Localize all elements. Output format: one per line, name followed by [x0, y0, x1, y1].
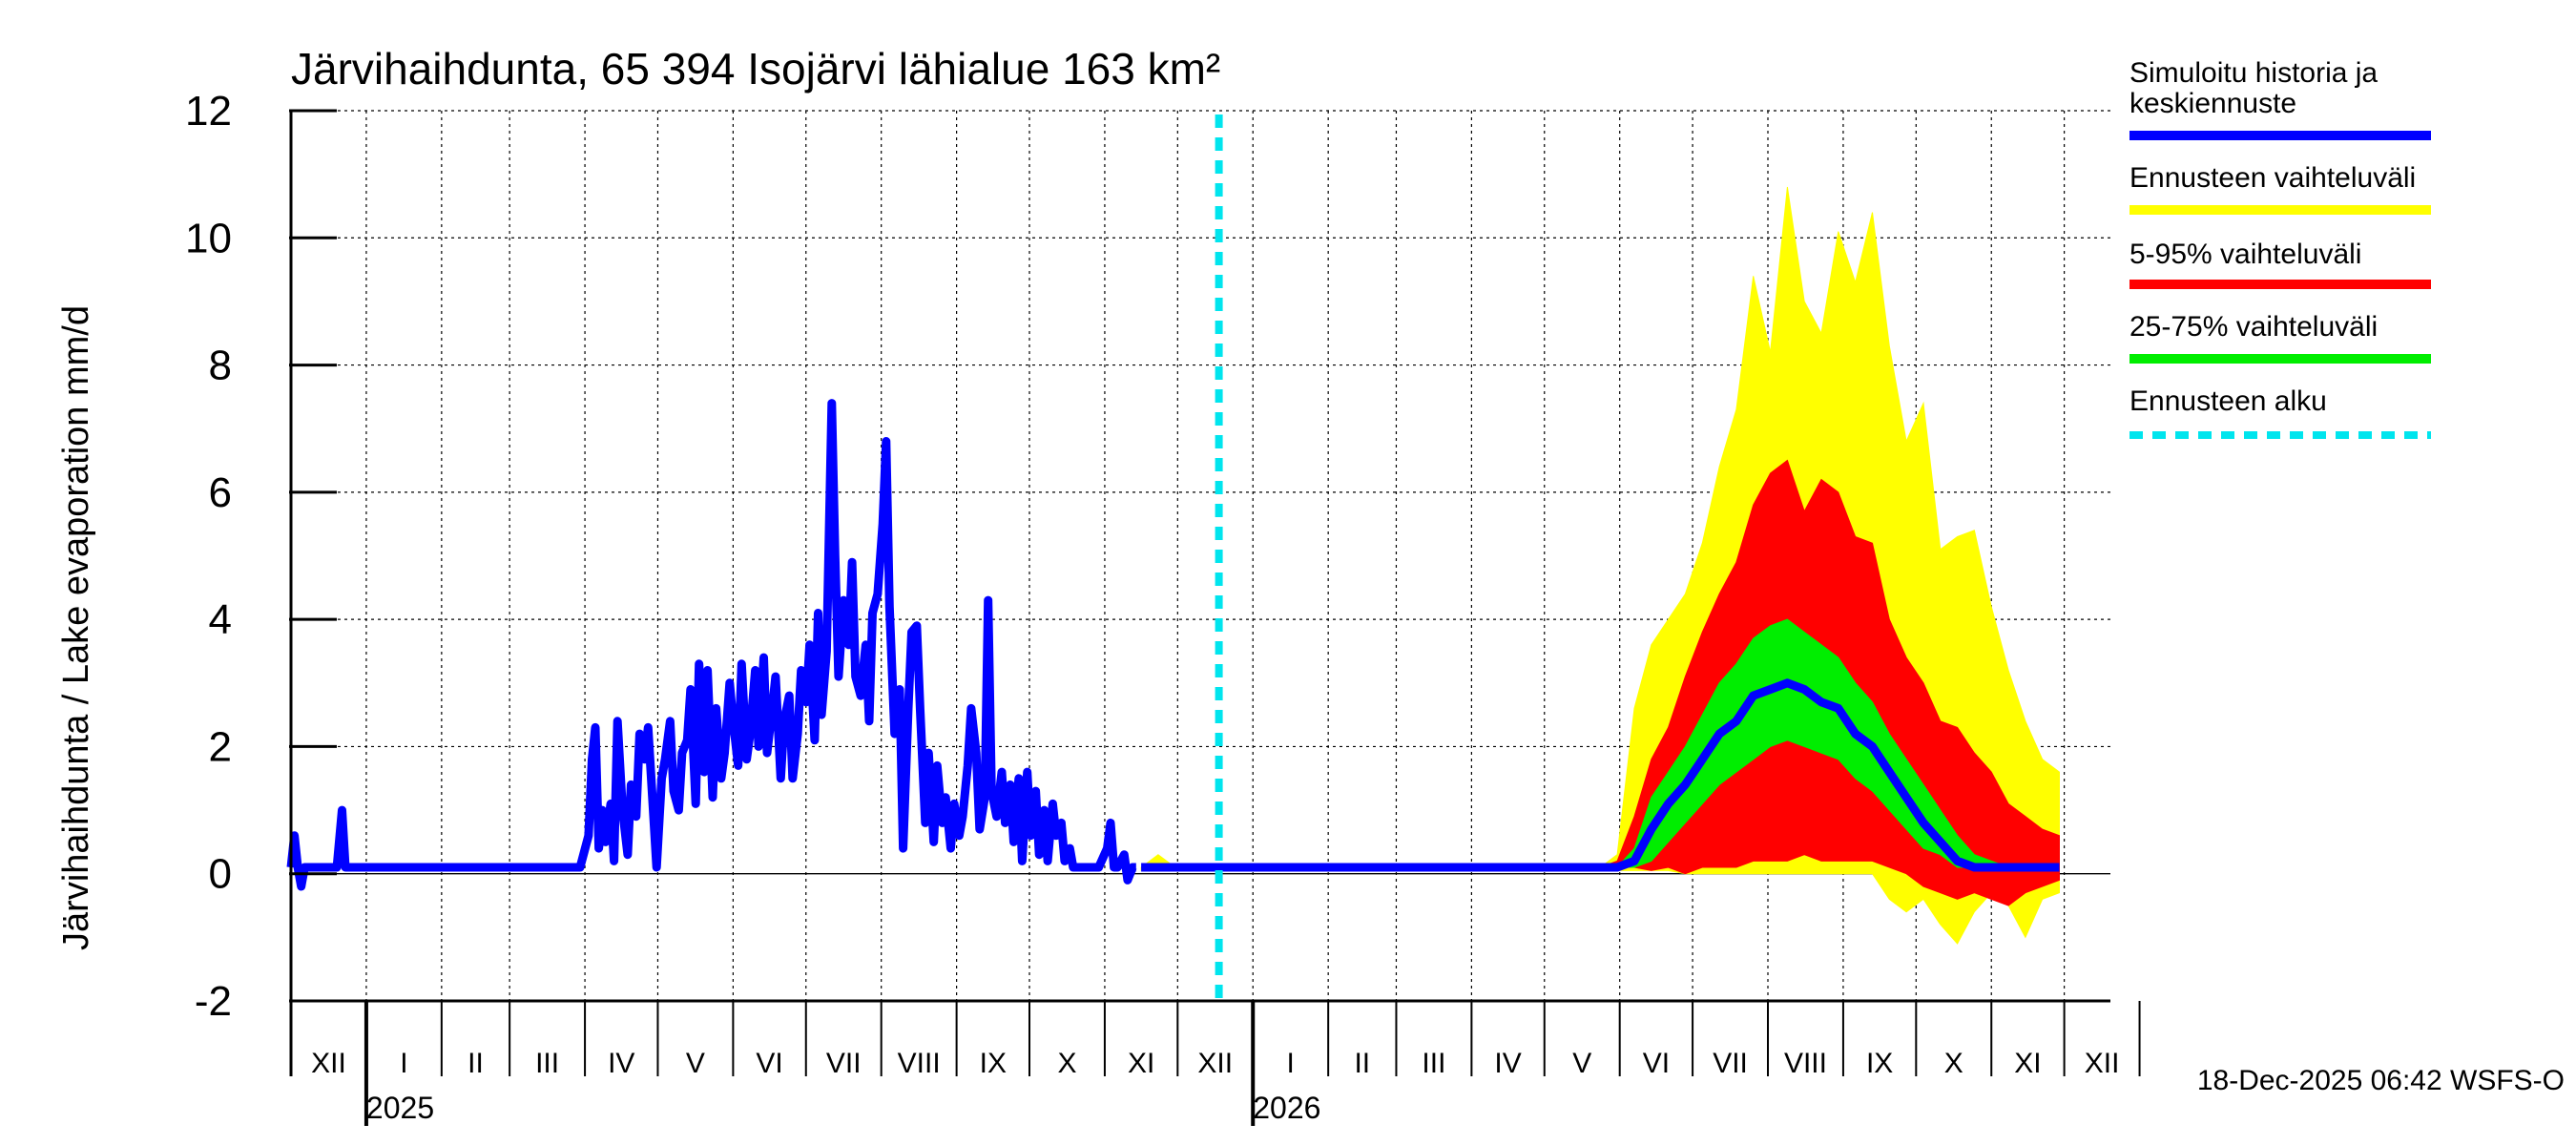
y-tick-label-1: 0: [209, 851, 232, 898]
y-tick-label-3: 4: [209, 596, 232, 643]
x-tick-label-2: II: [467, 1048, 484, 1079]
legend-label-range: Ennusteen vaihteluväli: [2129, 162, 2416, 194]
x-tick-label-21: IX: [1866, 1048, 1893, 1079]
x-tick-label-18: VI: [1643, 1048, 1670, 1079]
x-tick-label-16: IV: [1494, 1048, 1521, 1079]
y-tick-label-0: -2: [195, 978, 232, 1025]
x-tick-labels: XII I II III IV V VI VII VIII IX X XI XII I II III IV V VI…: [311, 1048, 2119, 1125]
x-tick-label-15: III: [1422, 1048, 1445, 1079]
x-tick-label-17: V: [1572, 1048, 1591, 1079]
legend: Simuloitu historia ja keskiennuste Ennus…: [2129, 57, 2431, 439]
series-lines: [286, 114, 2060, 1001]
x-tick-label-11: XI: [1128, 1048, 1154, 1079]
x-tick-label-1: I: [400, 1048, 407, 1079]
x-tick-label-8: VIII: [898, 1048, 941, 1079]
x-tick-label-9: IX: [980, 1048, 1007, 1079]
x-tick-label-10: X: [1057, 1048, 1076, 1079]
x-tick-label-22: X: [1944, 1048, 1963, 1079]
x-tick-label-23: XI: [2014, 1048, 2041, 1079]
x-tick-label-19: VII: [1713, 1048, 1748, 1079]
legend-label-history-line1: Simuloitu historia ja: [2129, 57, 2378, 89]
x-tick-label-14: II: [1354, 1048, 1370, 1079]
forecast-median-line: [1141, 678, 2060, 872]
y-tick-label-7: 12: [185, 88, 232, 135]
forecast-bands: [1140, 186, 2060, 945]
year-label-0: 2025: [366, 1091, 434, 1125]
axes: [289, 109, 2141, 1126]
y-tick-label-4: 6: [209, 469, 232, 516]
x-tick-label-12: XII: [1197, 1048, 1233, 1079]
x-tick-label-6: VI: [756, 1048, 782, 1079]
chart-title: Järvihaihdunta, 65 394 Isojärvi lähialue…: [291, 44, 1220, 94]
legend-label-5-95: 5-95% vaihteluväli: [2129, 239, 2361, 270]
x-tick-label-0: XII: [311, 1048, 346, 1079]
x-tick-label-13: I: [1287, 1048, 1295, 1079]
x-tick-label-20: VIII: [1784, 1048, 1827, 1079]
x-tick-label-4: IV: [608, 1048, 634, 1079]
y-tick-labels: -2 0 2 4 6 8 10 12: [185, 88, 232, 1025]
legend-label-history-line2: keskiennuste: [2129, 88, 2296, 119]
year-label-1: 2026: [1253, 1091, 1320, 1125]
y-tick-label-6: 10: [185, 215, 232, 261]
x-tick-label-3: III: [535, 1048, 559, 1079]
y-tick-label-2: 2: [209, 723, 232, 770]
x-tick-label-24: XII: [2085, 1048, 2120, 1079]
history-line: [286, 399, 1137, 891]
legend-label-forecast-start: Ennusteen alku: [2129, 385, 2327, 417]
y-tick-label-5: 8: [209, 343, 232, 389]
y-axis-label: Järvihaihdunta / Lake evaporation mm/d: [56, 305, 96, 950]
legend-label-25-75: 25-75% vaihteluväli: [2129, 311, 2378, 343]
x-tick-label-7: VII: [826, 1048, 862, 1079]
x-tick-label-5: V: [686, 1048, 705, 1079]
timestamp: 18-Dec-2025 06:42 WSFS-O: [2197, 1065, 2565, 1096]
